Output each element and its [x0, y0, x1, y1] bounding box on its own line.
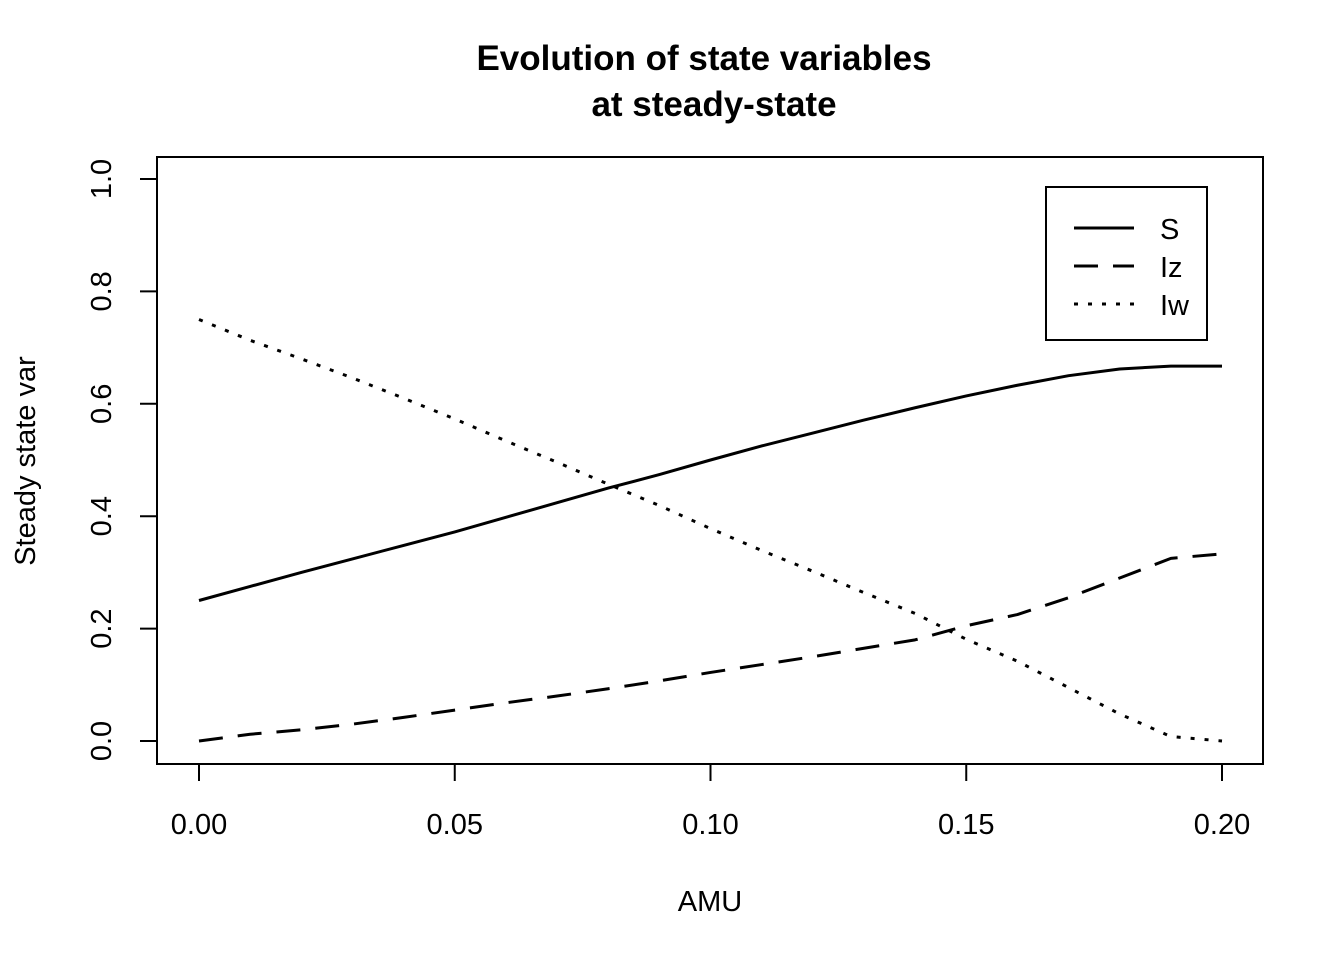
x-tick-label: 0.10 [682, 809, 738, 841]
chart-title-line-2: at steady-state [591, 85, 836, 124]
legend-label-iw: Iw [1160, 290, 1190, 322]
y-tick-label: 0.4 [86, 496, 118, 536]
legend-label-iz: Iz [1160, 252, 1183, 284]
y-axis: 0.0 0.2 0.4 0.6 0.8 1.0 [86, 159, 158, 761]
x-axis: 0.00 0.05 0.10 0.15 0.20 [171, 763, 1250, 841]
y-axis-label: Steady state var [10, 356, 42, 566]
x-tick-label: 0.20 [1194, 809, 1250, 841]
y-tick-label: 0.8 [86, 271, 118, 311]
y-tick-label: 0.0 [86, 721, 118, 761]
legend-label-s: S [1160, 214, 1179, 246]
y-tick-label: 0.2 [86, 608, 118, 648]
series-line-iw [198, 318, 1223, 743]
x-axis-label: AMU [678, 886, 742, 918]
chart-title-line-1: Evolution of state variables [476, 39, 931, 78]
legend: S Iz Iw [1045, 186, 1208, 341]
legend-box [1045, 186, 1208, 341]
series-line-iz [198, 552, 1223, 743]
x-tick-label: 0.00 [171, 809, 227, 841]
x-tick-label: 0.15 [938, 809, 994, 841]
series-lines [198, 318, 1223, 743]
series-line-s [198, 364, 1222, 602]
y-tick-label: 1.0 [86, 159, 118, 199]
y-tick-label: 0.6 [86, 384, 118, 424]
x-tick-label: 0.05 [427, 809, 483, 841]
